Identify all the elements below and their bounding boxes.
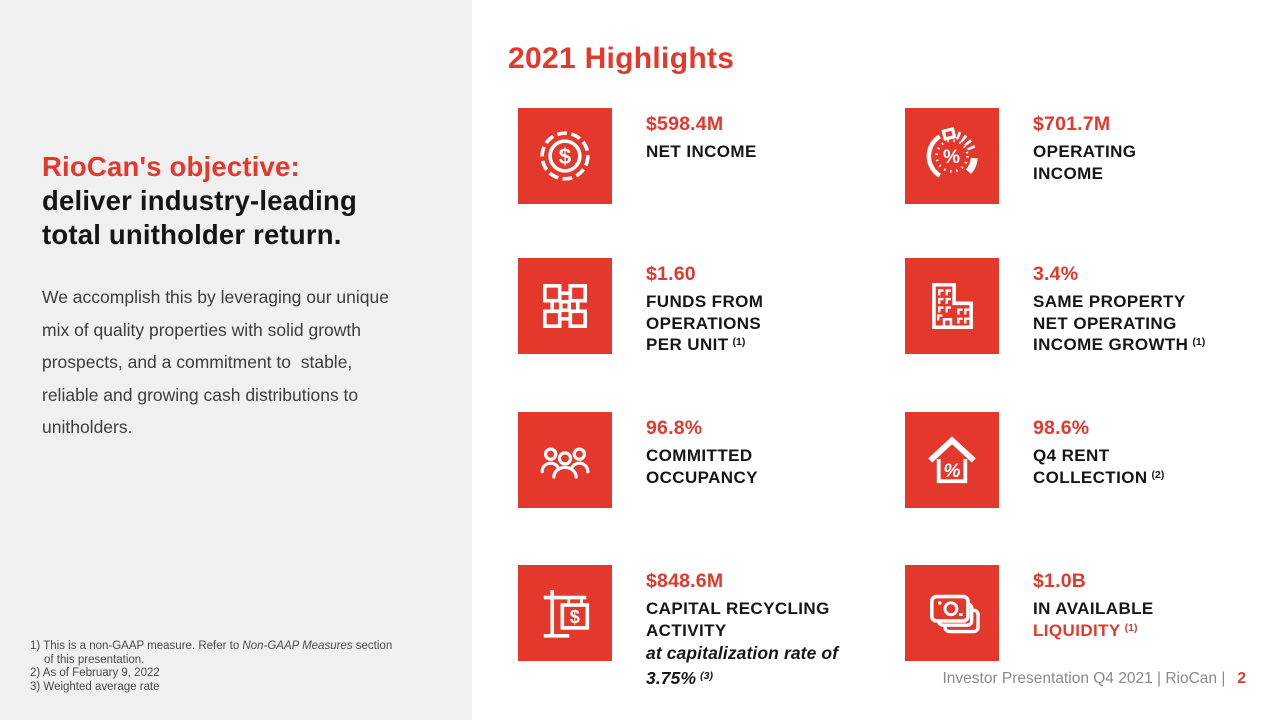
svg-text:$: $ xyxy=(570,607,580,627)
highlight-card: % $701.7M OPERATING INCOME xyxy=(905,108,1136,204)
banknotes-icon xyxy=(905,565,999,661)
network-squares-icon xyxy=(518,258,612,354)
objective-headline: RioCan's objective: deliver industry-lea… xyxy=(42,150,357,252)
card-label-line: COMMITTED xyxy=(646,446,753,465)
card-label-line: COLLECTION (2) xyxy=(1033,467,1165,487)
card-label-line: INCOME GROWTH (1) xyxy=(1033,335,1206,354)
highlight-card: % 98.6% Q4 RENT COLLECTION (2) xyxy=(905,412,1164,508)
building-icon xyxy=(905,258,999,354)
footnote-line: 1) This is a non-GAAP measure. Refer to … xyxy=(30,640,392,654)
card-label-line: CAPITAL RECYCLING xyxy=(646,599,830,618)
card-text: 96.8% COMMITTED OCCUPANCY xyxy=(646,412,758,488)
footnotes: 1) This is a non-GAAP measure. Refer to … xyxy=(30,640,392,694)
slide-title: 2021 Highlights xyxy=(508,42,735,75)
footnote-line: of this presentation. xyxy=(30,654,392,668)
card-text: $701.7M OPERATING INCOME xyxy=(1033,108,1136,184)
highlight-card: 96.8% COMMITTED OCCUPANCY xyxy=(518,412,758,508)
card-value: 96.8% xyxy=(646,417,703,439)
card-label-line: at capitalization rate of xyxy=(646,643,839,663)
card-label-line: NET OPERATING xyxy=(1033,313,1177,333)
card-label-line: OPERATING xyxy=(1033,142,1137,161)
card-text: $1.0B IN AVAILABLE LIQUIDITY (1) xyxy=(1033,565,1154,644)
highlight-card: 3.4% SAME PROPERTY NET OPERATING INCOME GRO… xyxy=(905,258,1205,359)
house-percent-icon: % xyxy=(905,412,999,508)
card-text: 3.4% SAME PROPERTY NET OPERATING INCOME GRO… xyxy=(1033,258,1205,359)
footer: Investor Presentation Q4 2021 | RioCan |… xyxy=(942,670,1246,688)
headline-black-line: deliver industry-leading xyxy=(42,185,358,216)
coin-dollar-icon: $ xyxy=(518,108,612,204)
headline-black-line: total unitholder return. xyxy=(42,219,342,250)
footnote-italic-segment: Non-GAAP Measures xyxy=(242,640,353,652)
highlight-card: $ $598.4M NET INCOME xyxy=(518,108,757,204)
left-panel: RioCan's objective: deliver industry-lea… xyxy=(0,0,472,720)
card-label-line: FUNDS FROM xyxy=(646,292,764,311)
card-value: 98.6% xyxy=(1033,417,1090,439)
footnote-segment: section xyxy=(352,640,393,652)
svg-text:%: % xyxy=(944,461,961,482)
footnote-reference: (1) xyxy=(1192,336,1206,348)
footnote-reference: (1) xyxy=(732,336,746,348)
pie-percent-icon: % xyxy=(905,108,999,204)
footnote-reference: (1) xyxy=(1124,621,1138,634)
card-value: $1.0B xyxy=(1033,570,1087,592)
sign-dollar-icon: $ xyxy=(518,565,612,661)
body-line: mix of quality properties with solid gro… xyxy=(42,319,362,340)
card-value: 3.4% xyxy=(1033,263,1079,285)
footnote-segment: of this presentation. xyxy=(44,653,145,666)
card-label-line: NET INCOME xyxy=(646,142,757,161)
card-value: $701.7M xyxy=(1033,113,1111,135)
card-label-line: SAME PROPERTY xyxy=(1033,292,1186,311)
footnote-segment: 3) Weighted average rate xyxy=(30,680,160,693)
highlight-card: $1.0B IN AVAILABLE LIQUIDITY (1) xyxy=(905,565,1154,661)
footnote-segment: 2) As of February 9, 2022 xyxy=(30,667,160,680)
card-label-line: OCCUPANCY xyxy=(646,467,758,487)
card-text: $848.6M CAPITAL RECYCLING ACTIVITY at capit… xyxy=(646,565,838,694)
card-text: $598.4M NET INCOME xyxy=(646,108,757,163)
svg-text:%: % xyxy=(943,147,960,168)
card-label-line: OPERATIONS xyxy=(646,313,762,333)
footnote-reference: (3) xyxy=(700,670,713,682)
footnote-line: 2) As of February 9, 2022 xyxy=(30,667,392,681)
card-label-line: LIQUIDITY (1) xyxy=(1033,620,1138,640)
card-label-line: INCOME xyxy=(1033,163,1104,183)
card-label-line: IN AVAILABLE xyxy=(1033,599,1154,618)
card-text: 98.6% Q4 RENT COLLECTION (2) xyxy=(1033,412,1164,491)
highlight-card: $1.60 FUNDS FROM OPERATIONS PER UNIT (1) xyxy=(518,258,763,359)
card-label-line: PER UNIT (1) xyxy=(646,335,746,354)
body-line: We accomplish this by leveraging our uni… xyxy=(42,287,389,307)
body-paragraph: We accomplish this by leveraging our uni… xyxy=(42,281,389,444)
footnote-line: 3) Weighted average rate xyxy=(30,681,392,695)
headline-red-line: RioCan's objective: xyxy=(42,151,300,182)
page-number: 2 xyxy=(1237,670,1246,687)
body-line: reliable and growing cash distributions … xyxy=(42,384,359,405)
people-group-icon xyxy=(518,412,612,508)
card-value: $848.6M xyxy=(646,570,724,592)
card-text: $1.60 FUNDS FROM OPERATIONS PER UNIT (1) xyxy=(646,258,763,359)
card-value: $1.60 xyxy=(646,263,696,285)
card-label-line: 3.75% (3) xyxy=(646,668,713,688)
footer-label: Investor Presentation Q4 2021 | RioCan | xyxy=(942,670,1226,687)
headline-black-lines: deliver industry-leading total unitholder… xyxy=(42,184,357,252)
highlight-card: $ $848.6M CAPITAL RECYCLING ACTIVITY at cap… xyxy=(518,565,838,694)
body-line: prospects, and a commitment to stable, xyxy=(42,352,353,372)
svg-text:$: $ xyxy=(559,144,572,169)
footnote-reference: (2) xyxy=(1151,468,1165,481)
card-label-line: Q4 RENT xyxy=(1033,446,1110,465)
body-line: unitholders. xyxy=(42,417,133,437)
footnote-segment: 1) This is a non-GAAP measure. Refer to xyxy=(30,640,243,652)
card-value: $598.4M xyxy=(646,113,724,135)
card-label-line: ACTIVITY xyxy=(646,620,727,640)
